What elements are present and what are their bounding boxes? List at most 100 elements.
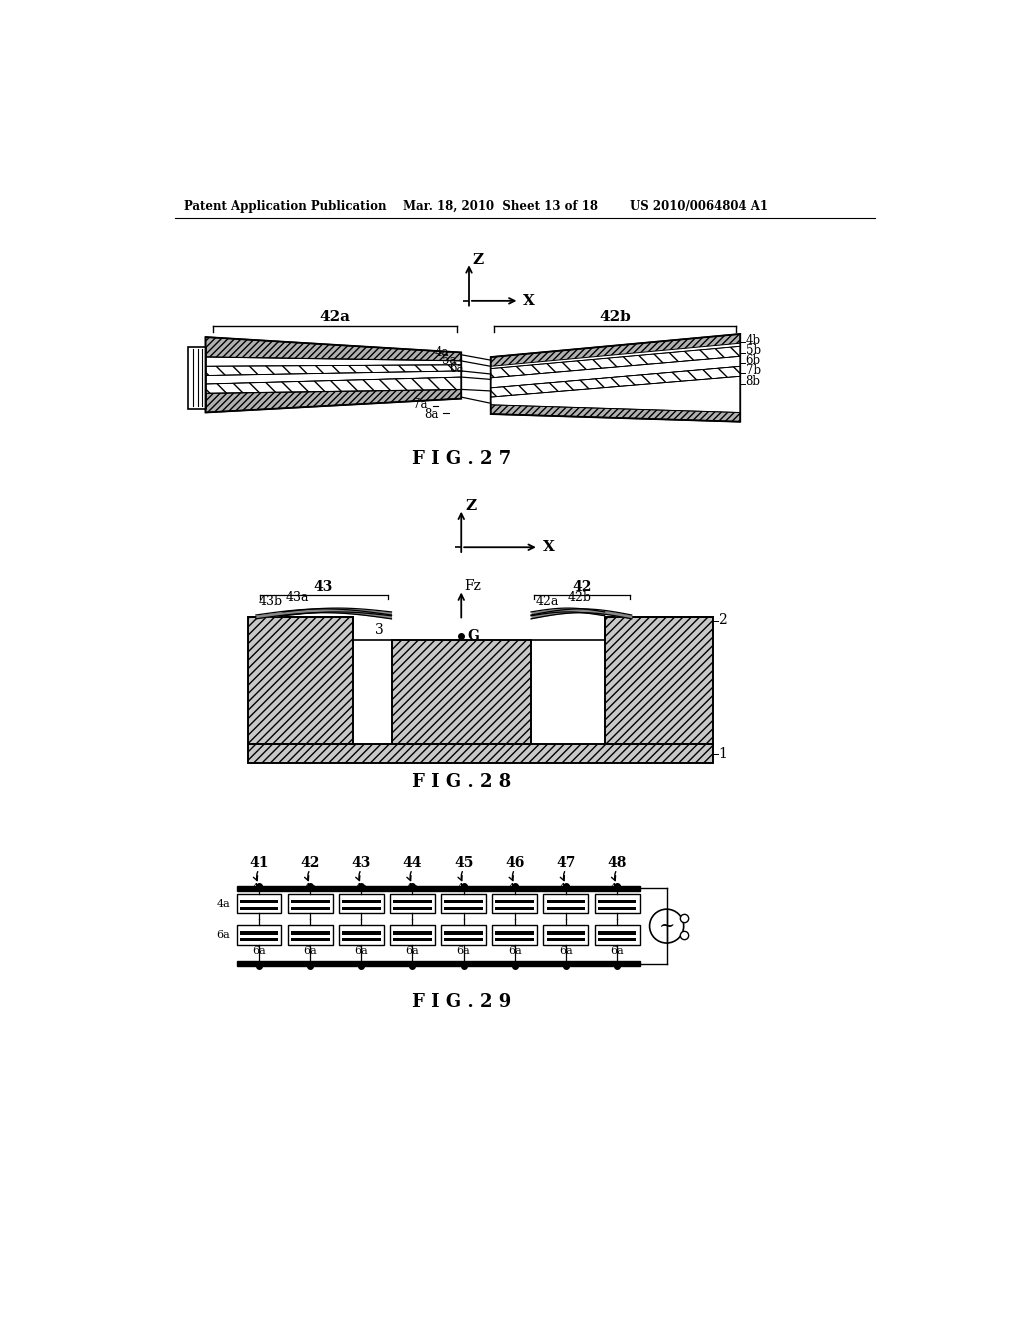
Bar bbox=[248, 743, 713, 763]
Text: 6a: 6a bbox=[303, 946, 317, 957]
Polygon shape bbox=[206, 337, 461, 360]
Polygon shape bbox=[206, 389, 461, 412]
Polygon shape bbox=[493, 925, 538, 945]
Polygon shape bbox=[598, 900, 636, 903]
Polygon shape bbox=[444, 907, 483, 909]
Polygon shape bbox=[490, 346, 740, 378]
Polygon shape bbox=[441, 894, 486, 913]
Text: 43a: 43a bbox=[286, 591, 309, 603]
Text: 4a: 4a bbox=[216, 899, 230, 908]
Text: 42: 42 bbox=[572, 581, 592, 594]
Polygon shape bbox=[237, 886, 640, 891]
Polygon shape bbox=[496, 939, 535, 941]
Text: 4a: 4a bbox=[457, 883, 470, 894]
Polygon shape bbox=[393, 939, 432, 941]
Text: 4a: 4a bbox=[354, 883, 369, 894]
Text: 2: 2 bbox=[719, 614, 727, 627]
Text: 4a: 4a bbox=[508, 883, 521, 894]
Text: 4a: 4a bbox=[610, 883, 624, 894]
Text: 7b: 7b bbox=[745, 364, 761, 378]
Polygon shape bbox=[342, 939, 381, 941]
Text: 3: 3 bbox=[375, 623, 384, 636]
Polygon shape bbox=[393, 900, 432, 903]
Polygon shape bbox=[490, 356, 740, 388]
Polygon shape bbox=[598, 932, 636, 935]
Text: 42b: 42b bbox=[567, 591, 592, 603]
Polygon shape bbox=[291, 900, 330, 903]
Polygon shape bbox=[444, 900, 483, 903]
Polygon shape bbox=[237, 961, 640, 966]
Polygon shape bbox=[604, 616, 713, 743]
Polygon shape bbox=[490, 343, 740, 412]
Polygon shape bbox=[598, 907, 636, 909]
Text: 6a: 6a bbox=[610, 946, 624, 957]
Polygon shape bbox=[490, 367, 740, 397]
Polygon shape bbox=[390, 925, 435, 945]
Bar bbox=[188, 347, 206, 409]
Text: Fz: Fz bbox=[464, 578, 481, 593]
Polygon shape bbox=[240, 907, 279, 909]
Text: 4a: 4a bbox=[406, 883, 419, 894]
Text: 42: 42 bbox=[300, 855, 319, 870]
Text: G: G bbox=[467, 628, 479, 643]
Text: 1: 1 bbox=[719, 747, 727, 762]
Polygon shape bbox=[237, 894, 282, 913]
Polygon shape bbox=[342, 907, 381, 909]
Text: 48: 48 bbox=[607, 855, 627, 870]
Text: 47: 47 bbox=[556, 855, 575, 870]
Polygon shape bbox=[444, 932, 483, 935]
Polygon shape bbox=[595, 925, 640, 945]
Polygon shape bbox=[547, 900, 586, 903]
Polygon shape bbox=[288, 894, 333, 913]
Polygon shape bbox=[393, 932, 432, 935]
Polygon shape bbox=[206, 364, 461, 376]
Polygon shape bbox=[444, 939, 483, 941]
Text: 6a: 6a bbox=[457, 946, 470, 957]
Text: US 2010/0064804 A1: US 2010/0064804 A1 bbox=[630, 199, 768, 213]
Text: 6a: 6a bbox=[354, 946, 369, 957]
Polygon shape bbox=[598, 939, 636, 941]
Text: X: X bbox=[523, 294, 536, 308]
Polygon shape bbox=[240, 900, 279, 903]
Text: 6b: 6b bbox=[745, 354, 761, 367]
Polygon shape bbox=[496, 932, 535, 935]
Polygon shape bbox=[240, 939, 279, 941]
Bar bbox=[604, 616, 713, 743]
Text: 7a: 7a bbox=[414, 399, 428, 412]
Polygon shape bbox=[206, 371, 461, 384]
Text: 4a: 4a bbox=[252, 883, 266, 894]
Text: F I G . 2 8: F I G . 2 8 bbox=[412, 774, 511, 791]
Text: 6a: 6a bbox=[216, 931, 230, 940]
Text: 43b: 43b bbox=[258, 595, 283, 609]
Text: 46: 46 bbox=[505, 855, 524, 870]
Polygon shape bbox=[490, 376, 740, 412]
Text: 8a: 8a bbox=[424, 408, 438, 421]
Text: Z: Z bbox=[465, 499, 476, 513]
Polygon shape bbox=[547, 907, 586, 909]
Polygon shape bbox=[240, 932, 279, 935]
Polygon shape bbox=[206, 358, 461, 367]
Polygon shape bbox=[288, 925, 333, 945]
Polygon shape bbox=[441, 925, 486, 945]
Polygon shape bbox=[547, 939, 586, 941]
Polygon shape bbox=[206, 378, 461, 393]
Polygon shape bbox=[544, 894, 589, 913]
Polygon shape bbox=[248, 743, 713, 763]
Text: 6a: 6a bbox=[559, 946, 572, 957]
Bar bbox=[248, 616, 352, 743]
Text: 45: 45 bbox=[454, 855, 473, 870]
Text: 5a: 5a bbox=[442, 354, 457, 367]
Text: 6a: 6a bbox=[406, 946, 419, 957]
Polygon shape bbox=[496, 900, 535, 903]
Text: Z: Z bbox=[473, 253, 484, 267]
Text: 8b: 8b bbox=[745, 375, 761, 388]
Text: 43: 43 bbox=[313, 581, 333, 594]
Text: X: X bbox=[543, 540, 555, 554]
Polygon shape bbox=[391, 640, 531, 743]
Polygon shape bbox=[291, 932, 330, 935]
Text: 42b: 42b bbox=[599, 310, 631, 323]
Polygon shape bbox=[393, 907, 432, 909]
Bar bbox=[391, 640, 531, 743]
Text: 4a: 4a bbox=[435, 346, 450, 359]
Polygon shape bbox=[493, 894, 538, 913]
